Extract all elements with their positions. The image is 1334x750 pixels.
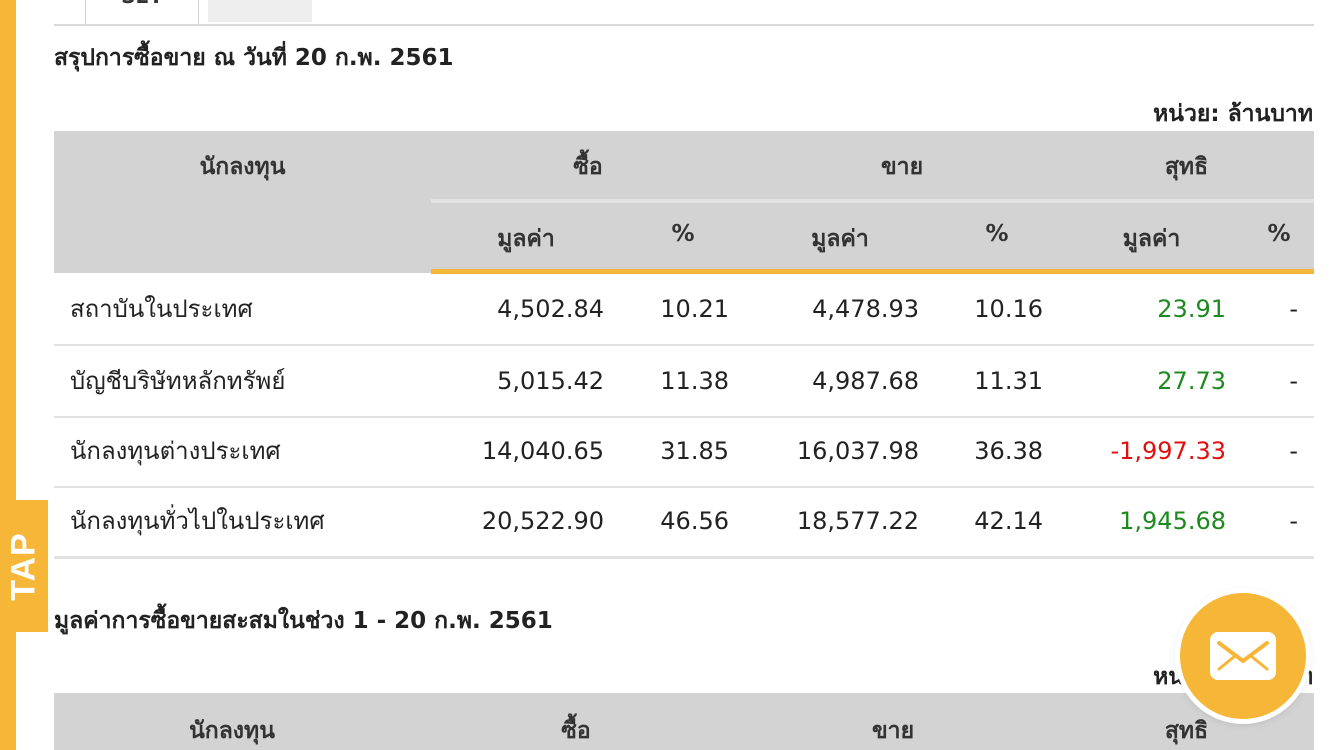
tab-set-label: SET: [86, 0, 198, 8]
mail-icon: [1210, 632, 1276, 680]
net-percent: -: [1289, 507, 1298, 535]
tab-bar: SET: [54, 0, 1314, 26]
investor-name: นักลงทุนทั่วไปในประเทศ: [70, 507, 325, 535]
header-investor: นักลงทุน: [199, 154, 286, 180]
sell-percent: 10.16: [974, 295, 1043, 323]
header-sell: ขาย: [871, 718, 915, 744]
buy-value: 5,015.42: [497, 367, 604, 395]
table-header-row-2: มูลค่า % มูลค่า % มูลค่า %: [54, 201, 1314, 273]
investor-name: นักลงทุนต่างประเทศ: [70, 437, 281, 465]
table-row: นักลงทุนทั่วไปในประเทศ 20,522.90 46.56 1…: [54, 486, 1314, 559]
cumulative-trading-table: นักลงทุน ซื้อ ขาย สุทธิ: [54, 693, 1314, 750]
table-row: นักลงทุนต่างประเทศ 14,040.65 31.85 16,03…: [54, 416, 1314, 488]
net-value: 1,945.68: [1119, 507, 1226, 535]
mail-button[interactable]: [1180, 593, 1306, 719]
header-net: สุทธิ: [1164, 154, 1209, 180]
investor-name: บัญชีบริษัทหลักทรัพย์: [70, 367, 286, 395]
sell-percent: 11.31: [974, 367, 1043, 395]
table-row: สถาบันในประเทศ 4,502.84 10.21 4,478.93 1…: [54, 274, 1314, 346]
net-percent: -: [1289, 295, 1298, 323]
table-header-row-1: นักลงทุน ซื้อ ขาย สุทธิ: [54, 131, 1314, 201]
sell-value: 16,037.98: [796, 437, 919, 465]
header-sell: ขาย: [880, 154, 924, 180]
net-percent: -: [1289, 437, 1298, 465]
buy-value: 4,502.84: [497, 295, 604, 323]
sell-value: 4,478.93: [812, 295, 919, 323]
buy-value: 20,522.90: [481, 507, 604, 535]
table-row: บัญชีบริษัทหลักทรัพย์ 5,015.42 11.38 4,9…: [54, 346, 1314, 418]
section2-title: มูลค่าการซื้อขายสะสมในช่วง 1 - 20 ก.พ. 2…: [54, 608, 553, 634]
net-value: 23.91: [1157, 295, 1226, 323]
tap-side-tab-label: TAP: [4, 531, 43, 601]
tap-side-tab[interactable]: TAP: [0, 500, 48, 632]
left-accent-rail: [0, 0, 16, 750]
header-buy-value: มูลค่า: [497, 226, 555, 252]
sell-percent: 36.38: [974, 437, 1043, 465]
header-buy-percent: %: [671, 221, 695, 247]
net-value: -1,997.33: [1110, 437, 1226, 465]
header-net-percent: %: [1267, 221, 1291, 247]
header-sell-percent: %: [985, 221, 1009, 247]
sell-percent: 42.14: [974, 507, 1043, 535]
buy-percent: 31.85: [660, 437, 729, 465]
tab-set[interactable]: SET: [85, 0, 199, 24]
investor-name: สถาบันในประเทศ: [70, 295, 253, 323]
buy-percent: 11.38: [660, 367, 729, 395]
section1-title: สรุปการซื้อขาย ณ วันที่ 20 ก.พ. 2561: [54, 45, 454, 71]
buy-value: 14,040.65: [481, 437, 604, 465]
header-investor-fill: [54, 201, 431, 273]
buy-percent: 46.56: [660, 507, 729, 535]
sell-value: 18,577.22: [796, 507, 919, 535]
tab-secondary[interactable]: [208, 0, 312, 22]
header-accent-line: [431, 269, 1314, 274]
net-value: 27.73: [1157, 367, 1226, 395]
header-buy: ซื้อ: [561, 718, 591, 744]
sell-value: 4,987.68: [812, 367, 919, 395]
header-sell-value: มูลค่า: [811, 226, 869, 252]
header-divider: [431, 199, 1314, 203]
header-net: สุทธิ: [1164, 718, 1209, 744]
section1-unit: หน่วย: ล้านบาท: [1153, 101, 1313, 127]
net-percent: -: [1289, 367, 1298, 395]
header-investor: นักลงทุน: [189, 718, 275, 744]
buy-percent: 10.21: [660, 295, 729, 323]
header-buy: ซื้อ: [573, 154, 603, 180]
header-net-value: มูลค่า: [1122, 226, 1181, 252]
